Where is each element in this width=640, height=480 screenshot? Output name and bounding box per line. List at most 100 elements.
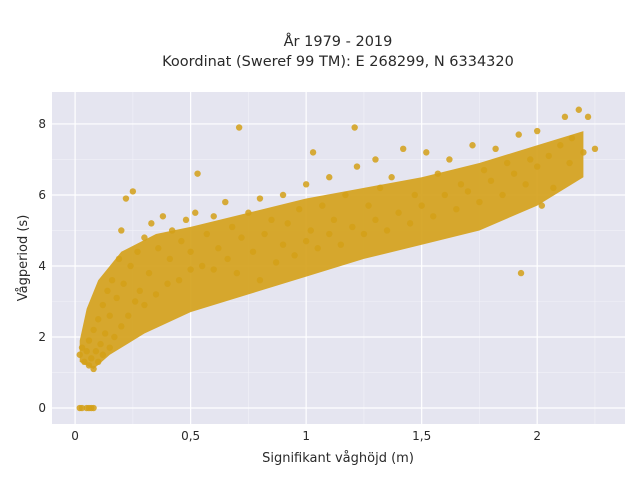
data-point xyxy=(215,245,222,252)
data-point xyxy=(101,330,109,337)
data-point xyxy=(235,124,243,131)
data-point xyxy=(534,163,541,170)
data-point xyxy=(557,142,564,149)
data-point xyxy=(222,198,229,206)
x-tick-label: 0 xyxy=(71,429,79,443)
data-point xyxy=(192,209,199,216)
data-point xyxy=(118,323,125,330)
x-tick-label: 1,5 xyxy=(412,429,431,443)
data-point xyxy=(372,216,379,224)
data-point xyxy=(92,348,100,355)
data-point xyxy=(568,134,576,142)
y-tick-label: 8 xyxy=(38,117,46,131)
data-point xyxy=(113,294,120,302)
data-point xyxy=(279,241,287,248)
data-point xyxy=(95,358,102,366)
data-point xyxy=(441,191,448,199)
data-point xyxy=(256,195,264,202)
data-point xyxy=(85,337,93,344)
data-point xyxy=(104,287,111,295)
data-point xyxy=(584,113,592,121)
x-tick-label: 1 xyxy=(302,429,310,443)
data-point xyxy=(279,191,287,199)
data-point xyxy=(411,191,418,199)
data-point xyxy=(319,202,326,209)
data-point xyxy=(399,145,407,153)
data-point xyxy=(388,174,395,181)
data-point xyxy=(127,262,134,270)
data-point xyxy=(249,248,257,255)
y-tick-labels: 0 2 4 6 8 xyxy=(38,117,46,415)
data-point xyxy=(538,202,546,209)
data-point xyxy=(261,230,268,238)
data-point xyxy=(245,209,252,216)
data-point xyxy=(302,181,310,188)
data-point xyxy=(353,163,361,170)
data-point xyxy=(360,230,368,238)
data-point xyxy=(99,351,107,358)
data-point xyxy=(268,216,275,224)
y-axis-title: Vågperiod (s) xyxy=(16,215,31,302)
data-point xyxy=(90,326,97,334)
data-point xyxy=(284,220,291,227)
data-point xyxy=(383,227,391,234)
data-point xyxy=(136,287,143,295)
data-point xyxy=(224,255,231,263)
data-point xyxy=(90,404,97,412)
data-point xyxy=(527,156,534,163)
data-points xyxy=(76,106,599,412)
data-point xyxy=(580,149,587,156)
data-point xyxy=(182,216,190,224)
data-point xyxy=(122,195,130,202)
data-point xyxy=(78,404,86,412)
data-point xyxy=(134,248,141,255)
data-point xyxy=(487,177,495,184)
data-point xyxy=(515,131,522,138)
data-point xyxy=(302,237,310,245)
dense-point-cloud xyxy=(79,131,584,369)
data-point xyxy=(152,291,160,298)
y-tick-label: 6 xyxy=(38,188,46,202)
data-point xyxy=(145,269,153,277)
data-point xyxy=(108,276,116,284)
data-point xyxy=(418,202,425,209)
data-point xyxy=(351,124,358,131)
chart-title-line-2: Koordinat (Sweref 99 TM): E 268299, N 63… xyxy=(162,54,514,70)
y-tick-label: 0 xyxy=(38,401,46,415)
data-point xyxy=(480,166,488,174)
data-point xyxy=(118,227,125,234)
data-point xyxy=(446,156,453,163)
y-tick-label: 2 xyxy=(38,330,46,344)
data-point xyxy=(125,312,132,319)
data-point xyxy=(81,358,88,366)
data-point xyxy=(406,220,414,227)
data-point xyxy=(545,152,552,160)
data-point xyxy=(229,223,236,231)
data-point xyxy=(296,205,303,213)
x-axis-title: Signifikant våghöjd (m) xyxy=(262,451,414,466)
data-point xyxy=(194,170,201,177)
data-point xyxy=(78,344,86,351)
data-point xyxy=(164,280,171,287)
data-point xyxy=(106,312,113,319)
data-point xyxy=(90,365,97,373)
data-point xyxy=(342,191,349,199)
data-point xyxy=(159,213,167,220)
data-point xyxy=(272,259,280,266)
data-point xyxy=(434,170,442,177)
data-point xyxy=(591,145,599,153)
data-point xyxy=(469,142,476,149)
data-point xyxy=(155,245,162,252)
data-point xyxy=(76,351,83,358)
data-point xyxy=(111,333,118,341)
x-tick-label: 2 xyxy=(533,429,541,443)
data-point xyxy=(337,241,345,248)
data-point xyxy=(97,340,104,348)
data-point xyxy=(238,234,245,241)
chart-title-line-1: År 1979 - 2019 xyxy=(284,33,393,50)
data-point xyxy=(575,106,582,113)
data-point xyxy=(457,181,465,188)
data-point xyxy=(187,266,194,273)
x-tick-labels: 0 0,5 1 1,5 2 xyxy=(71,429,541,443)
